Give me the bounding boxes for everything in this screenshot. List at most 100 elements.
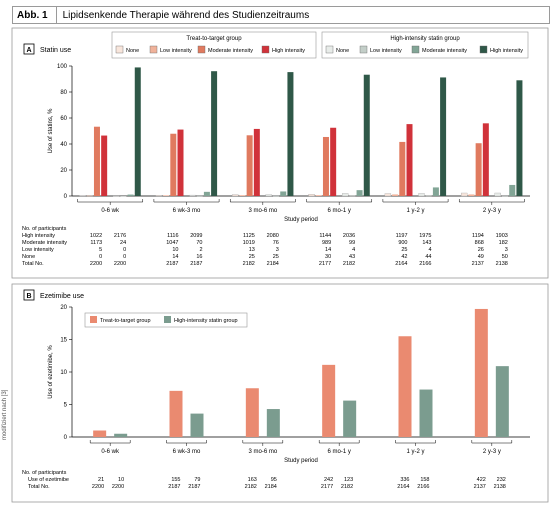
bar-a [399,141,406,196]
category-a-label: 6 wk-3 mo [173,208,201,214]
table-a-cell: 1022 [90,233,102,239]
bar-b [266,409,280,437]
bar-b [398,336,412,437]
legend-a-entry: Low intensity [160,48,192,54]
panel-b-label-box [23,289,35,301]
axis-b-ytick-label: 5 [64,403,68,409]
bar-a [384,193,392,197]
axis-a-ylabel: Use of statins, % [48,108,54,154]
table-a-cell: 1173 [90,240,102,246]
bracket-b [166,440,207,444]
table-a-cell: 0 [123,254,126,260]
bar-a [308,194,315,197]
table-a-cell: 1903 [496,233,508,239]
bracket-b [242,440,284,444]
bar-b [169,390,183,437]
bar-a [494,192,501,197]
table-b-cell: 242 [324,477,333,483]
bracket-b [395,440,436,444]
axis-a-ytick-label: 80 [60,90,67,96]
table-b-cell: 2200 [92,484,104,490]
table-a-cell: 14 [172,254,178,260]
bar-a [211,71,218,196]
bracket-b [318,440,360,444]
bar-a [516,80,523,196]
table-b-cell: 2187 [168,484,180,490]
bar-a [468,194,475,196]
bar-b [474,308,488,437]
table-a-row-label: None [22,254,35,260]
category-b-label: 1 y-2 y [406,449,424,455]
axis-b-xlabel: Study period [284,458,318,464]
table-a-cell: 44 [425,254,431,260]
table-a-cell: 13 [249,247,255,253]
legend-a-swatch [115,45,124,54]
bar-a [170,133,177,196]
table-b-cell: 95 [271,477,277,483]
table-a-cell: 25 [273,254,279,260]
bar-a [461,192,468,197]
bar-a [315,195,322,196]
table-b-cell: 2182 [245,484,257,490]
axis-b-ytick-label: 20 [60,305,67,311]
bracket-a [458,199,525,203]
legend-a-box [111,31,317,59]
figure-title: Lipidsenkende Therapie während des Studi… [62,9,310,21]
table-b-cell: 21 [98,477,104,483]
table-a-row-label: Moderate intensity [22,240,67,246]
category-a-label: 3 mo-6 mo [248,208,277,214]
table-a-title: No. of participants [22,226,67,232]
table-b-cell: 336 [400,477,409,483]
table-a-cell: 2200 [90,261,102,267]
bracket-a [306,199,373,203]
table-a-cell: 2137 [472,261,484,267]
table-a-cell: 3 [505,247,508,253]
panel-a-title: Statin use [40,47,71,54]
axis-a-ytick-label: 100 [57,64,68,70]
bar-a [440,77,447,196]
bar-a [330,127,337,196]
table-b-cell: 2184 [265,484,277,490]
legend-a-box [321,31,529,59]
legend-a-title: Treat-to-target group [186,36,242,42]
table-a-cell: 2164 [395,261,407,267]
axis-a-ytick-label: 60 [60,116,67,122]
table-a-cell: 2080 [267,233,279,239]
table-b-cell: 2187 [188,484,200,490]
table-a-cell: 50 [502,254,508,260]
table-b-cell: 123 [344,477,353,483]
bar-b [495,366,509,437]
bar-a [232,194,239,197]
bar-a [134,67,141,197]
category-b-label: 2 y-3 y [483,449,501,455]
bar-b [419,389,433,437]
bar-b [245,388,259,437]
table-a-cell: 1975 [419,233,431,239]
table-a-cell: 182 [499,240,508,246]
axis-b-ytick-label: 0 [64,435,68,441]
table-a-cell: 900 [398,240,407,246]
table-b-title: No. of participants [22,470,67,476]
bar-a [253,128,260,196]
table-b-cell: 232 [497,477,506,483]
category-b-label: 3 mo-6 mo [248,449,277,455]
table-a-cell: 14 [325,247,331,253]
panel-a-label-box [23,43,35,55]
bar-a [177,129,184,196]
legend-a-entry: High intensity [490,48,523,54]
bar-a [239,195,246,196]
table-a-cell: 30 [325,254,331,260]
table-b-cell: 422 [477,477,486,483]
table-b-cell: 163 [248,477,257,483]
table-b-cell: 2164 [397,484,409,490]
table-a-cell: 989 [322,240,331,246]
table-a-cell: 10 [172,247,178,253]
bar-a [163,195,170,196]
legend-a-entry: Moderate intensity [422,48,467,54]
table-a-cell: 3 [276,247,279,253]
category-b-label: 6 mo-1 y [327,449,350,455]
table-b-row-label: Total No. [28,484,50,490]
table-a-cell: 43 [349,254,355,260]
legend-a-swatch [359,45,368,54]
table-a-cell: 1125 [243,233,255,239]
